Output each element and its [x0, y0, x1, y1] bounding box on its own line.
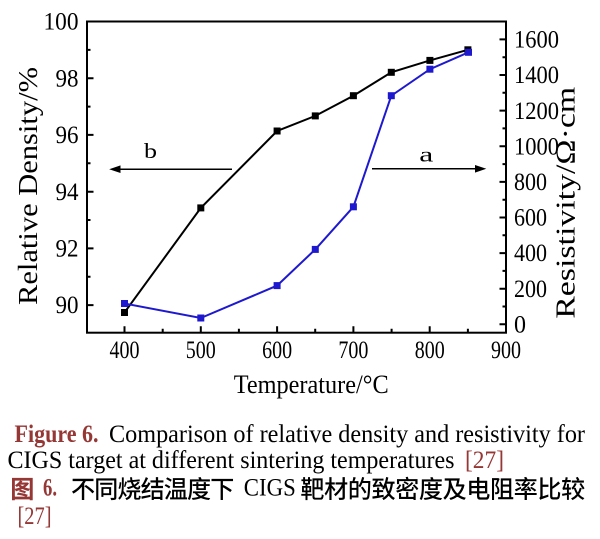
svg-text:a: a	[419, 142, 434, 166]
svg-text:100: 100	[44, 9, 79, 36]
svg-text:Temperature/°C: Temperature/°C	[234, 369, 389, 399]
svg-text:800: 800	[415, 337, 445, 364]
svg-text:700: 700	[338, 337, 368, 364]
svg-text:1600: 1600	[514, 27, 559, 54]
svg-text:b: b	[144, 139, 157, 163]
svg-text:1400: 1400	[514, 62, 559, 89]
svg-text:Resistivity/Ω·cm: Resistivity/Ω·cm	[551, 87, 581, 319]
svg-text:Relative Density/%: Relative Density/%	[13, 67, 43, 305]
svg-text:0: 0	[514, 311, 526, 338]
svg-text:94: 94	[56, 179, 79, 206]
svg-text:90: 90	[56, 292, 79, 319]
svg-text:500: 500	[186, 337, 216, 364]
svg-text:98: 98	[56, 65, 79, 92]
svg-text:800: 800	[514, 169, 547, 196]
svg-text:Comparison of relative density: Comparison of relative density and resis…	[109, 421, 586, 448]
svg-text:[27]: [27]	[465, 447, 504, 474]
svg-text:CIGS target at different sinte: CIGS target at different sintering tempe…	[8, 447, 455, 474]
svg-text:600: 600	[514, 205, 547, 232]
svg-text:96: 96	[56, 122, 79, 149]
svg-text:1200: 1200	[514, 98, 559, 125]
svg-text:200: 200	[514, 276, 547, 303]
svg-text:900: 900	[491, 337, 521, 364]
svg-text:400: 400	[110, 337, 140, 364]
svg-text:92: 92	[56, 236, 79, 263]
svg-text:400: 400	[514, 240, 547, 267]
svg-text:Figure 6.: Figure 6.	[15, 421, 99, 448]
svg-text:[27]: [27]	[18, 503, 52, 530]
svg-text:600: 600	[262, 337, 292, 364]
svg-text:1000: 1000	[514, 133, 559, 160]
svg-text:6.: 6.	[43, 475, 57, 502]
svg-text:CIGS: CIGS	[244, 475, 296, 502]
